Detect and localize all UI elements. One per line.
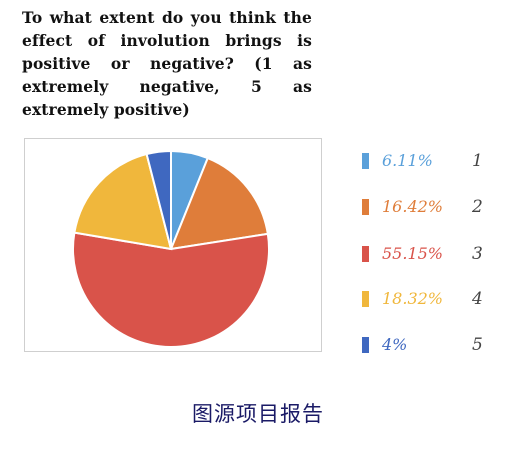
pie-slice-3 xyxy=(72,231,270,349)
legend-percent-label: 18.32% xyxy=(382,289,444,308)
pie-slice-4 xyxy=(73,152,173,251)
pie-slice-5 xyxy=(145,149,172,250)
legend-item-4: 18.32% 4 xyxy=(358,286,498,312)
legend-swatch xyxy=(362,337,369,353)
legend-swatch xyxy=(362,199,369,215)
legend-category-label: 2 xyxy=(472,197,483,217)
question-text: To what extent do you think the effect o… xyxy=(22,8,312,119)
legend-category-label: 4 xyxy=(472,289,483,309)
legend-category-label: 1 xyxy=(472,151,483,171)
legend-item-1: 6.11% 1 xyxy=(358,148,498,174)
legend-item-5: 4% 5 xyxy=(358,332,498,358)
image-caption: 图源项目报告 xyxy=(192,402,324,426)
pie-chart-svg xyxy=(72,149,270,349)
legend-percent-label: 4% xyxy=(382,335,408,354)
legend-swatch xyxy=(362,153,369,169)
legend-percent-label: 16.42% xyxy=(382,197,444,216)
legend-percent-label: 6.11% xyxy=(382,151,433,170)
chart-legend: 6.11% 1 16.42% 2 55.15% 3 18.32% 4 4% 5 xyxy=(358,145,498,355)
legend-item-3: 55.15% 3 xyxy=(358,241,498,267)
legend-category-label: 3 xyxy=(472,244,483,264)
legend-percent-label: 55.15% xyxy=(382,244,444,263)
legend-swatch xyxy=(362,246,369,262)
legend-item-2: 16.42% 2 xyxy=(358,194,498,220)
legend-category-label: 5 xyxy=(472,335,483,355)
pie-slice-2 xyxy=(169,156,269,251)
legend-swatch xyxy=(362,291,369,307)
pie-chart xyxy=(24,138,322,352)
